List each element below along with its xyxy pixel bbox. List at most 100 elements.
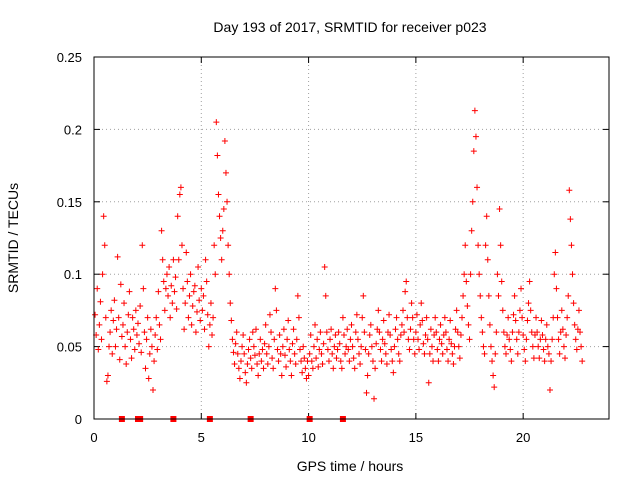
data-point (358, 343, 365, 350)
data-point (216, 213, 223, 220)
data-point (402, 288, 409, 295)
data-point (235, 365, 242, 372)
data-point (556, 350, 563, 357)
data-point (339, 314, 346, 321)
data-point (504, 332, 511, 339)
plot-frame (93, 56, 610, 420)
data-point (255, 372, 262, 379)
data-point (475, 242, 482, 249)
data-point (406, 346, 413, 353)
data-point (97, 298, 104, 305)
data-point (94, 285, 101, 292)
data-point (315, 363, 322, 370)
data-point (310, 343, 317, 350)
data-point (214, 152, 221, 159)
data-point (396, 358, 403, 365)
data-point (411, 350, 418, 357)
data-point (167, 314, 174, 321)
data-point (555, 336, 562, 343)
data-point (155, 288, 162, 295)
data-point (128, 355, 135, 362)
data-point (335, 329, 342, 336)
data-point (427, 326, 434, 333)
data-point (470, 148, 477, 155)
data-point (242, 369, 249, 376)
data-point (261, 340, 268, 347)
data-point (403, 278, 410, 285)
data-point (317, 329, 324, 336)
data-point (425, 379, 432, 386)
data-point (157, 336, 164, 343)
data-point (286, 346, 293, 353)
data-point (100, 213, 107, 220)
data-point (262, 321, 269, 328)
data-point (257, 336, 264, 343)
data-point (259, 346, 266, 353)
x-tick-label: 5 (198, 430, 205, 445)
data-point (99, 271, 106, 278)
data-point (270, 365, 277, 372)
data-point (348, 321, 355, 328)
data-point (207, 300, 214, 307)
data-point (506, 336, 513, 343)
data-point (417, 321, 424, 328)
data-point (491, 384, 498, 391)
data-point (160, 278, 167, 285)
data-point (530, 355, 537, 362)
data-point (222, 169, 229, 176)
data-point (373, 340, 380, 347)
data-point (528, 329, 535, 336)
data-point (106, 343, 113, 350)
data-point (380, 317, 387, 324)
data-point (350, 355, 357, 362)
data-point (244, 360, 251, 367)
data-point (567, 216, 574, 223)
data-point (124, 329, 131, 336)
x-tick-label: 20 (516, 430, 530, 445)
data-point (499, 307, 506, 314)
data-point (398, 321, 405, 328)
data-point (146, 350, 153, 357)
data-point (289, 340, 296, 347)
data-point (376, 329, 383, 336)
data-point (299, 369, 306, 376)
data-point (480, 343, 487, 350)
data-point (361, 329, 368, 336)
data-point (253, 326, 260, 333)
data-point (511, 292, 518, 299)
data-point (132, 307, 139, 314)
data-point (92, 311, 99, 318)
data-point (354, 336, 361, 343)
data-point (215, 191, 222, 198)
data-point (177, 184, 184, 191)
data-point (319, 360, 326, 367)
data-point (163, 271, 170, 278)
data-point (158, 227, 165, 234)
data-point (338, 365, 345, 372)
data-point (366, 332, 373, 339)
data-point (274, 346, 281, 353)
data-point (103, 378, 110, 385)
data-point (281, 352, 288, 359)
data-point (279, 343, 286, 350)
data-point (459, 314, 466, 321)
data-point (180, 285, 187, 292)
data-point (102, 314, 109, 321)
data-point (202, 256, 209, 263)
data-point (248, 365, 255, 372)
data-point (172, 274, 179, 281)
data-point (321, 263, 328, 270)
data-point (159, 256, 166, 263)
data-point (438, 340, 445, 347)
data-point (277, 350, 284, 357)
data-point (170, 256, 177, 263)
data-point (568, 242, 575, 249)
data-point (430, 358, 437, 365)
data-point (246, 336, 253, 343)
data-point (516, 307, 523, 314)
data-point (400, 307, 406, 314)
data-point (154, 346, 161, 353)
data-point (291, 350, 298, 357)
data-point (484, 256, 491, 263)
data-point (510, 311, 517, 318)
